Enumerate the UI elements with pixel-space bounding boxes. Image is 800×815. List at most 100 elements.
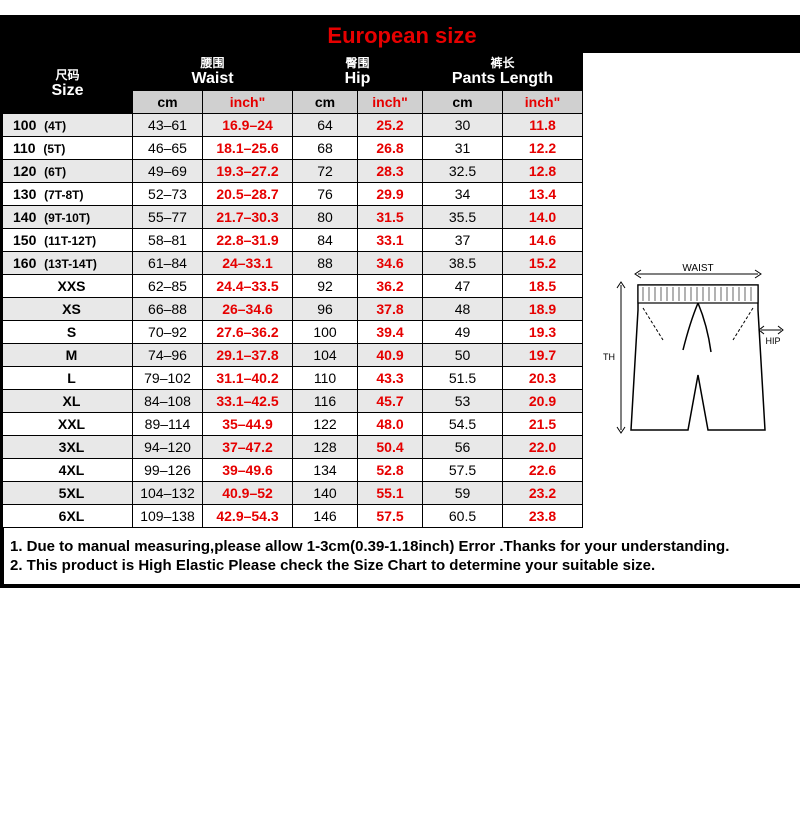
waist-in: 37–47.2 [203,436,293,459]
hip-cm: 110 [293,367,358,390]
waist-in: 29.1–37.8 [203,344,293,367]
hip-in: 28.3 [358,160,423,183]
waist-in: 27.6–36.2 [203,321,293,344]
len-in: 13.4 [503,183,583,206]
waist-cm: 49–69 [133,160,203,183]
hip-cm: 146 [293,505,358,528]
waist-cm: 109–138 [133,505,203,528]
hip-cm: 134 [293,459,358,482]
hip-in: 36.2 [358,275,423,298]
waist-cm: 94–120 [133,436,203,459]
len-cm: 47 [423,275,503,298]
size-cell: 160 (13T-14T) [3,252,133,275]
hip-cm: 140 [293,482,358,505]
waist-in-header: inch" [203,91,293,114]
table-row: 120 (6T)49–6919.3–27.27228.332.512.8 [3,160,800,183]
hip-cm: 100 [293,321,358,344]
hip-in: 48.0 [358,413,423,436]
size-cell: 140 (9T-10T) [3,206,133,229]
hip-cm: 128 [293,436,358,459]
waist-cm: 52–73 [133,183,203,206]
col-hip: 臀围 Hip [293,54,423,91]
table-row: 110 (5T)46–6518.1–25.66826.83112.2 [3,137,800,160]
hip-in: 43.3 [358,367,423,390]
len-in: 14.0 [503,206,583,229]
size-cell: XL [3,390,133,413]
len-cm: 34 [423,183,503,206]
len-cm: 54.5 [423,413,503,436]
waist-in: 26–34.6 [203,298,293,321]
illustration-cell [583,54,800,114]
hip-cm: 96 [293,298,358,321]
size-cell: M [3,344,133,367]
size-cell: 4XL [3,459,133,482]
hip-in: 39.4 [358,321,423,344]
waist-in: 18.1–25.6 [203,137,293,160]
len-in: 20.3 [503,367,583,390]
waist-cm-header: cm [133,91,203,114]
length-label: LENGTH [603,352,615,362]
waist-cm: 70–92 [133,321,203,344]
note-line-2: 2. This product is High Elastic Please c… [10,557,794,574]
size-cell: 150 (11T-12T) [3,229,133,252]
hip-in: 29.9 [358,183,423,206]
len-in: 18.5 [503,275,583,298]
size-cell: XXS [3,275,133,298]
len-in: 15.2 [503,252,583,275]
len-cm: 48 [423,298,503,321]
table-row: 100 (4T)43–6116.9–246425.23011.8 [3,114,800,137]
len-in: 12.2 [503,137,583,160]
hip-cm: 116 [293,390,358,413]
hip-in: 26.8 [358,137,423,160]
waist-cm: 61–84 [133,252,203,275]
header-row: 尺码 Size 腰围 Waist 臀围 Hip 裤长 Pants Length [3,54,800,91]
len-cm: 37 [423,229,503,252]
size-cell: 110 (5T) [3,137,133,160]
len-cm: 50 [423,344,503,367]
size-cell: XXL [3,413,133,436]
waist-in: 24.4–33.5 [203,275,293,298]
size-cell: 6XL [3,505,133,528]
len-cm: 30 [423,114,503,137]
hip-cm: 104 [293,344,358,367]
hip-cm: 92 [293,275,358,298]
table-row: 5XL104–13240.9–5214055.15923.2 [3,482,800,505]
waist-in: 33.1–42.5 [203,390,293,413]
waist-cm: 66–88 [133,298,203,321]
hip-in: 37.8 [358,298,423,321]
waist-cm: 62–85 [133,275,203,298]
len-in: 18.9 [503,298,583,321]
hip-cm: 68 [293,137,358,160]
len-in: 21.5 [503,413,583,436]
waist-in: 39–49.6 [203,459,293,482]
hip-in: 31.5 [358,206,423,229]
waist-cm: 46–65 [133,137,203,160]
waist-cm: 99–126 [133,459,203,482]
waist-cm: 55–77 [133,206,203,229]
waist-in: 21.7–30.3 [203,206,293,229]
table-row: 150 (11T-12T)58–8122.8–31.98433.13714.6 [3,229,800,252]
len-in: 19.3 [503,321,583,344]
hip-cm: 84 [293,229,358,252]
table-row: 6XL109–13842.9–54.314657.560.523.8 [3,505,800,528]
hip-in: 52.8 [358,459,423,482]
hip-cm: 80 [293,206,358,229]
len-in: 23.2 [503,482,583,505]
chart-title: European size [327,23,476,48]
waist-in: 42.9–54.3 [203,505,293,528]
shorts-outline-icon [631,285,765,430]
waist-in: 22.8–31.9 [203,229,293,252]
waist-cm: 84–108 [133,390,203,413]
col-size: 尺码 Size [3,54,133,114]
len-in: 12.8 [503,160,583,183]
hip-in: 45.7 [358,390,423,413]
waist-in: 31.1–40.2 [203,367,293,390]
table-row: 130 (7T-8T)52–7320.5–28.77629.93413.4 [3,183,800,206]
waist-in: 35–44.9 [203,413,293,436]
hip-in: 34.6 [358,252,423,275]
col-waist: 腰围 Waist [133,54,293,91]
len-cm: 32.5 [423,160,503,183]
size-cell: XS [3,298,133,321]
len-in: 22.6 [503,459,583,482]
note-line-1: 1. Due to manual measuring,please allow … [10,538,794,555]
